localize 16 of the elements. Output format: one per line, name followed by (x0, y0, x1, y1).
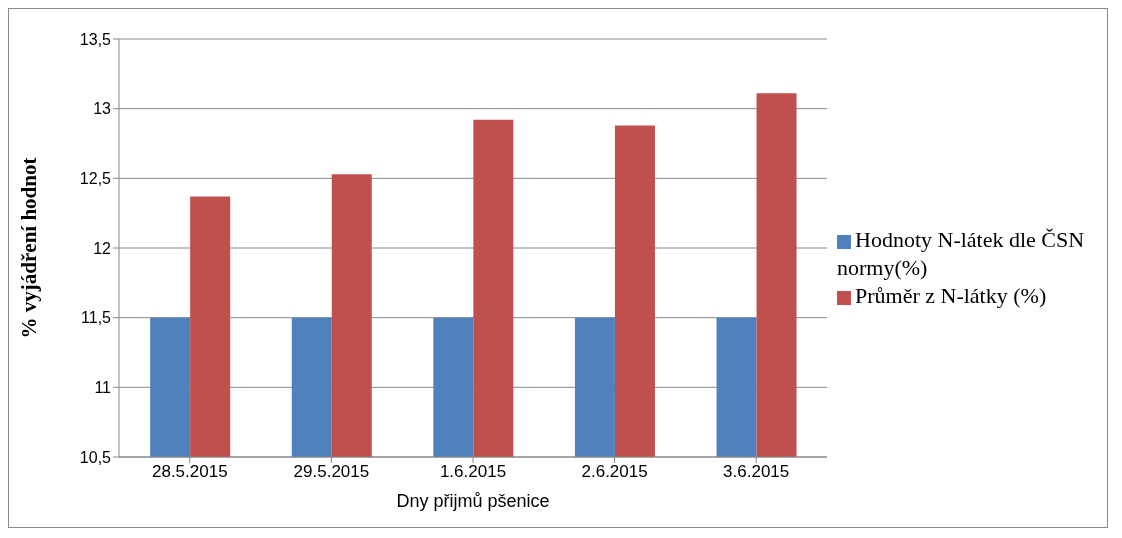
x-tick-label: 2.6.2015 (581, 462, 648, 482)
x-tick-label: 29.5.2015 (293, 462, 370, 482)
y-tick-label: 12,5 (79, 170, 112, 188)
y-tick-label: 11 (94, 379, 112, 397)
x-tick-label: 1.6.2015 (439, 462, 507, 482)
y-axis-title: % vyjádření hodnot (17, 157, 42, 339)
legend-label: Průměr z N-látky (%) (855, 283, 1047, 308)
y-tick-label: 12 (93, 239, 112, 257)
x-tick-label: 28.5.2015 (151, 462, 228, 482)
y-tick-label: 13 (93, 100, 112, 118)
y-tick-label: 13,5 (79, 30, 112, 48)
x-axis-title: Dny přijmů pšenice (396, 491, 550, 511)
y-tick-label: 11,5 (81, 309, 112, 327)
x-tick-label: 3.6.2015 (723, 462, 790, 482)
y-tick-label: 10,5 (79, 448, 112, 466)
legend-label: Hodnoty N-látek dle ČSN normy(%) (837, 227, 1085, 280)
